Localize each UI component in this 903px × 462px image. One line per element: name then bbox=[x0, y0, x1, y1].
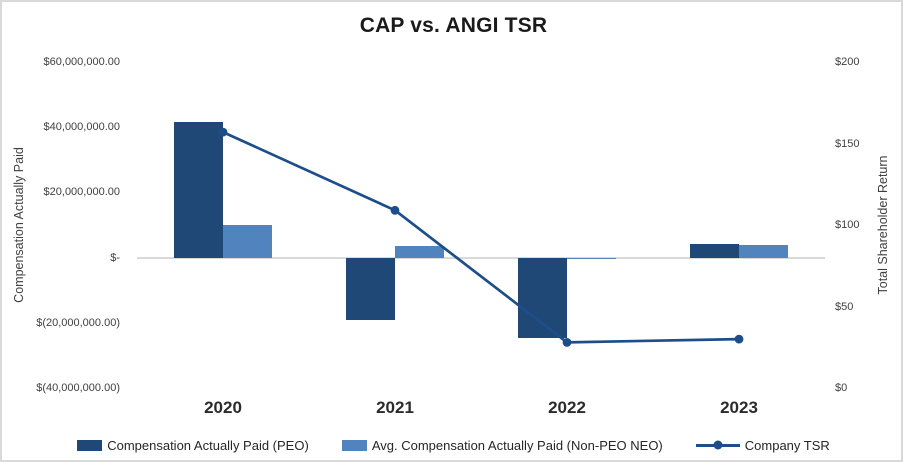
tsr-data-point-2023 bbox=[734, 334, 744, 344]
tsr-data-point-2021 bbox=[390, 205, 400, 215]
right-axis-title: Total Shareholder Return bbox=[876, 155, 890, 295]
left-axis-tick-label: $60,000,000.00 bbox=[43, 56, 120, 68]
right-axis-tick-label: $200 bbox=[835, 56, 860, 68]
bar-peo-2020 bbox=[174, 121, 223, 258]
peo-series-swatch bbox=[77, 439, 103, 451]
left-axis-tick-label: $20,000,000.00 bbox=[43, 186, 120, 199]
right-axis-tick-label: $150 bbox=[835, 137, 860, 150]
x-axis-label-2023: 2023 bbox=[720, 398, 758, 417]
legend-item-tsr: Company TSR bbox=[695, 437, 830, 453]
left-axis-tick-label: $(40,000,000.00) bbox=[36, 382, 120, 394]
left-axis-tick-label: $40,000,000.00 bbox=[43, 121, 120, 134]
tsr-marker-dot bbox=[713, 440, 723, 450]
bar-peo-2022 bbox=[518, 257, 567, 338]
legend-label-nonpeo: Avg. Compensation Actually Paid (Non-PEO… bbox=[371, 437, 663, 453]
bar-nonpeo-2020 bbox=[223, 225, 272, 258]
tsr-data-point-2022 bbox=[562, 337, 572, 347]
bar-peo-2023 bbox=[690, 243, 739, 258]
x-axis-label-2022: 2022 bbox=[548, 398, 586, 417]
left-axis-tick-label: $(20,000,000.00) bbox=[36, 316, 120, 329]
tsr-line bbox=[222, 130, 740, 344]
right-axis-tick-label: $50 bbox=[835, 300, 854, 313]
x-axis-label-2020: 2020 bbox=[204, 398, 242, 417]
nonpeo-series-swatch bbox=[341, 439, 367, 451]
legend-label-tsr: Company TSR bbox=[744, 437, 830, 453]
right-axis-tick-label: $100 bbox=[835, 219, 860, 231]
bar-nonpeo-2022 bbox=[567, 257, 616, 260]
bar-peo-2021 bbox=[346, 257, 395, 320]
tsr-series-swatch bbox=[695, 440, 740, 450]
left-axis-title: Compensation Actually Paid bbox=[12, 147, 26, 303]
bar-nonpeo-2021 bbox=[395, 246, 444, 258]
legend-label-peo: Compensation Actually Paid (PEO) bbox=[107, 437, 309, 453]
bar-nonpeo-2023 bbox=[739, 244, 788, 258]
right-axis-tick-label: $0 bbox=[835, 382, 848, 394]
x-axis-label-2021: 2021 bbox=[376, 398, 414, 417]
legend-item-peo: Compensation Actually Paid (PEO) bbox=[77, 438, 309, 453]
chart-title: CAP vs. ANGI TSR bbox=[359, 14, 548, 37]
left-axis-tick-label: $- bbox=[110, 251, 120, 264]
legend-item-nonpeo: Avg. Compensation Actually Paid (Non-PEO… bbox=[341, 437, 663, 453]
chart-legend: Compensation Actually Paid (PEO) Avg. Co… bbox=[2, 432, 901, 458]
